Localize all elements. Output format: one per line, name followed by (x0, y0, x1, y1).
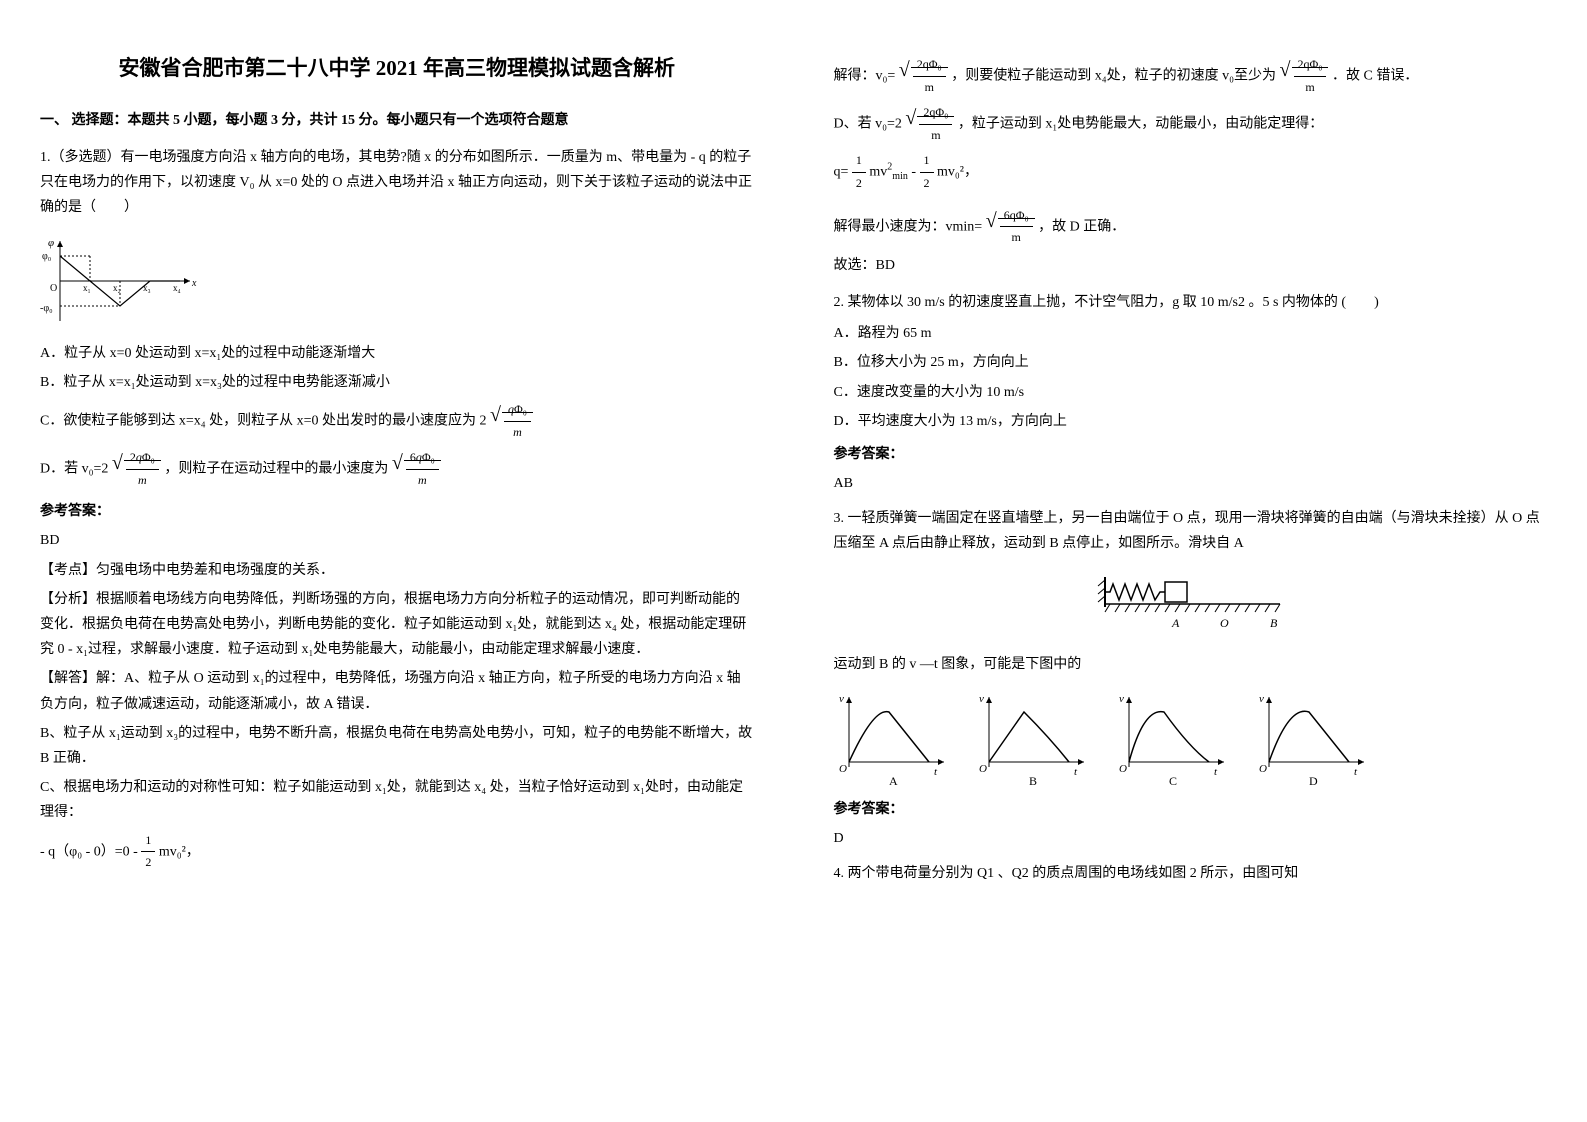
question-2: 2. 某物体以 30 m/s 的初速度竖直上抛，不计空气阻力，g 取 10 m/… (834, 290, 1548, 496)
svg-text:x₁: x₁ (83, 283, 91, 293)
vt-graph-A: v O t A (834, 687, 954, 787)
answer-label: 参考答案： (834, 797, 1548, 822)
svg-text:O: O (1119, 763, 1127, 775)
q1-answer: BD (40, 528, 754, 553)
q3-stem2: 运动到 B 的 v —t 图象，可能是下图中的 (834, 652, 1548, 677)
section-header: 一、 选择题：本题共 5 小题，每小题 3 分，共计 15 分。每小题只有一个选… (40, 108, 754, 133)
svg-text:v: v (979, 693, 984, 705)
svg-text:O: O (979, 763, 987, 775)
q1-analysis4: C、根据电场力和运动的对称性可知：粒子如能运动到 x₁处，就能到达 x₄ 处，当… (40, 775, 754, 825)
q2-stem: 2. 某物体以 30 m/s 的初速度竖直上抛，不计空气阻力，g 取 10 m/… (834, 290, 1548, 315)
svg-text:A: A (1171, 616, 1180, 630)
svg-text:v: v (1259, 693, 1264, 705)
svg-text:φ: φ (48, 237, 54, 249)
q2-optA: A．路程为 65 m (834, 321, 1548, 346)
phi-x-diagram: φ φ₀ -φ₀ O x x₁ x₂ x₃ x₄ (40, 231, 754, 331)
q1-optC: C．欲使粒子能够到达 x=x₄ 处，则粒子从 x=0 处出发时的最小速度应为 2… (40, 399, 754, 443)
svg-text:t: t (1354, 766, 1358, 778)
q1-col2-line3: q= 12 mv2min - 12 mv₀²， (834, 150, 1548, 194)
svg-text:v: v (1119, 693, 1124, 705)
q1-col2-line4: 解得最小速度为：vmin= 6qΦ₀m ，故 D 正确． (834, 205, 1548, 249)
vt-graphs-row: v O t A v O t B v O t (834, 687, 1548, 787)
svg-text:B: B (1029, 774, 1037, 787)
question-3: 3. 一轻质弹簧一端固定在竖直墙壁上，另一自由端位于 O 点，现用一滑块将弹簧的… (834, 506, 1548, 851)
q1-analysis2: 【解答】解：A、粒子从 O 运动到 x₁的过程中，电势降低，场强方向沿 x 轴正… (40, 666, 754, 716)
q1-analysis-title: 【考点】匀强电场中电势差和电场强度的关系． (40, 558, 754, 583)
spring-svg: A O B (1090, 572, 1290, 637)
svg-text:D: D (1309, 774, 1318, 787)
vt-graph-D: v O t D (1254, 687, 1374, 787)
svg-text:x: x (191, 278, 197, 289)
svg-text:C: C (1169, 774, 1177, 787)
q1-optA: A．粒子从 x=0 处运动到 x=x₁处的过程中动能逐渐增大 (40, 341, 754, 366)
question-4: 4. 两个带电荷量分别为 Q1 、Q2 的质点周围的电场线如图 2 所示，由图可… (834, 861, 1548, 886)
vt-graph-B: v O t B (974, 687, 1094, 787)
svg-text:t: t (1214, 766, 1218, 778)
q2-answer: AB (834, 471, 1548, 496)
spring-diagram: A O B (834, 572, 1548, 637)
svg-text:x₄: x₄ (173, 283, 181, 293)
svg-text:t: t (1074, 766, 1078, 778)
q1-col2-line2: D、若 v₀=2 2qΦ₀m ，粒子运动到 x₁处电势能最大，动能最小，由动能定… (834, 102, 1548, 146)
svg-text:x₃: x₃ (143, 283, 151, 293)
svg-text:O: O (50, 283, 57, 294)
vt-graph-C: v O t C (1114, 687, 1234, 787)
answer-label: 参考答案： (834, 442, 1548, 467)
answer-label: 参考答案： (40, 499, 754, 524)
q2-optC: C．速度改变量的大小为 10 m/s (834, 380, 1548, 405)
q3-answer: D (834, 826, 1548, 851)
svg-text:v: v (839, 693, 844, 705)
q1-analysis1: 【分析】根据顺着电场线方向电势降低，判断场强的方向，根据电场力方向分析粒子的运动… (40, 587, 754, 663)
svg-text:O: O (839, 763, 847, 775)
q1-analysis3: B、粒子从 x₁运动到 x₃的过程中，电势不断升高，根据负电荷在电势高处电势小，… (40, 721, 754, 771)
page-title: 安徽省合肥市第二十八中学 2021 年高三物理模拟试题含解析 (40, 50, 754, 88)
svg-text:B: B (1270, 616, 1278, 630)
svg-text:-φ₀: -φ₀ (40, 303, 53, 314)
svg-text:O: O (1259, 763, 1267, 775)
q2-optB: B．位移大小为 25 m，方向向上 (834, 350, 1548, 375)
q1-optD: D．若 v₀=2 2qΦ₀m ，则粒子在运动过程中的最小速度为 6qΦ₀m (40, 447, 754, 491)
svg-text:O: O (1220, 616, 1229, 630)
q1-col2-line1: 解得：v₀= 2qΦ₀m ，则要使粒子能运动到 x₄处，粒子的初速度 v₀至少为… (834, 54, 1548, 98)
q1-optB: B．粒子从 x=x₁处运动到 x=x₃处的过程中电势能逐渐减小 (40, 370, 754, 395)
phi-graph-svg: φ φ₀ -φ₀ O x x₁ x₂ x₃ x₄ (40, 231, 200, 331)
svg-text:φ₀: φ₀ (42, 251, 52, 262)
svg-text:t: t (934, 766, 938, 778)
svg-text:x₂: x₂ (113, 283, 121, 293)
q1-stem: 1.（多选题）有一电场强度方向沿 x 轴方向的电场，其电势?随 x 的分布如图所… (40, 145, 754, 221)
q3-stem1: 3. 一轻质弹簧一端固定在竖直墙壁上，另一自由端位于 O 点，现用一滑块将弹簧的… (834, 506, 1548, 556)
q4-stem: 4. 两个带电荷量分别为 Q1 、Q2 的质点周围的电场线如图 2 所示，由图可… (834, 861, 1548, 886)
svg-text:A: A (889, 774, 898, 787)
q1-formula1: - q（φ₀ - 0）=0 - 12 mv₀²， (40, 830, 754, 874)
q1-conclusion: 故选：BD (834, 253, 1548, 278)
q2-optD: D．平均速度大小为 13 m/s，方向向上 (834, 409, 1548, 434)
question-1: 1.（多选题）有一电场强度方向沿 x 轴方向的电场，其电势?随 x 的分布如图所… (40, 145, 754, 874)
